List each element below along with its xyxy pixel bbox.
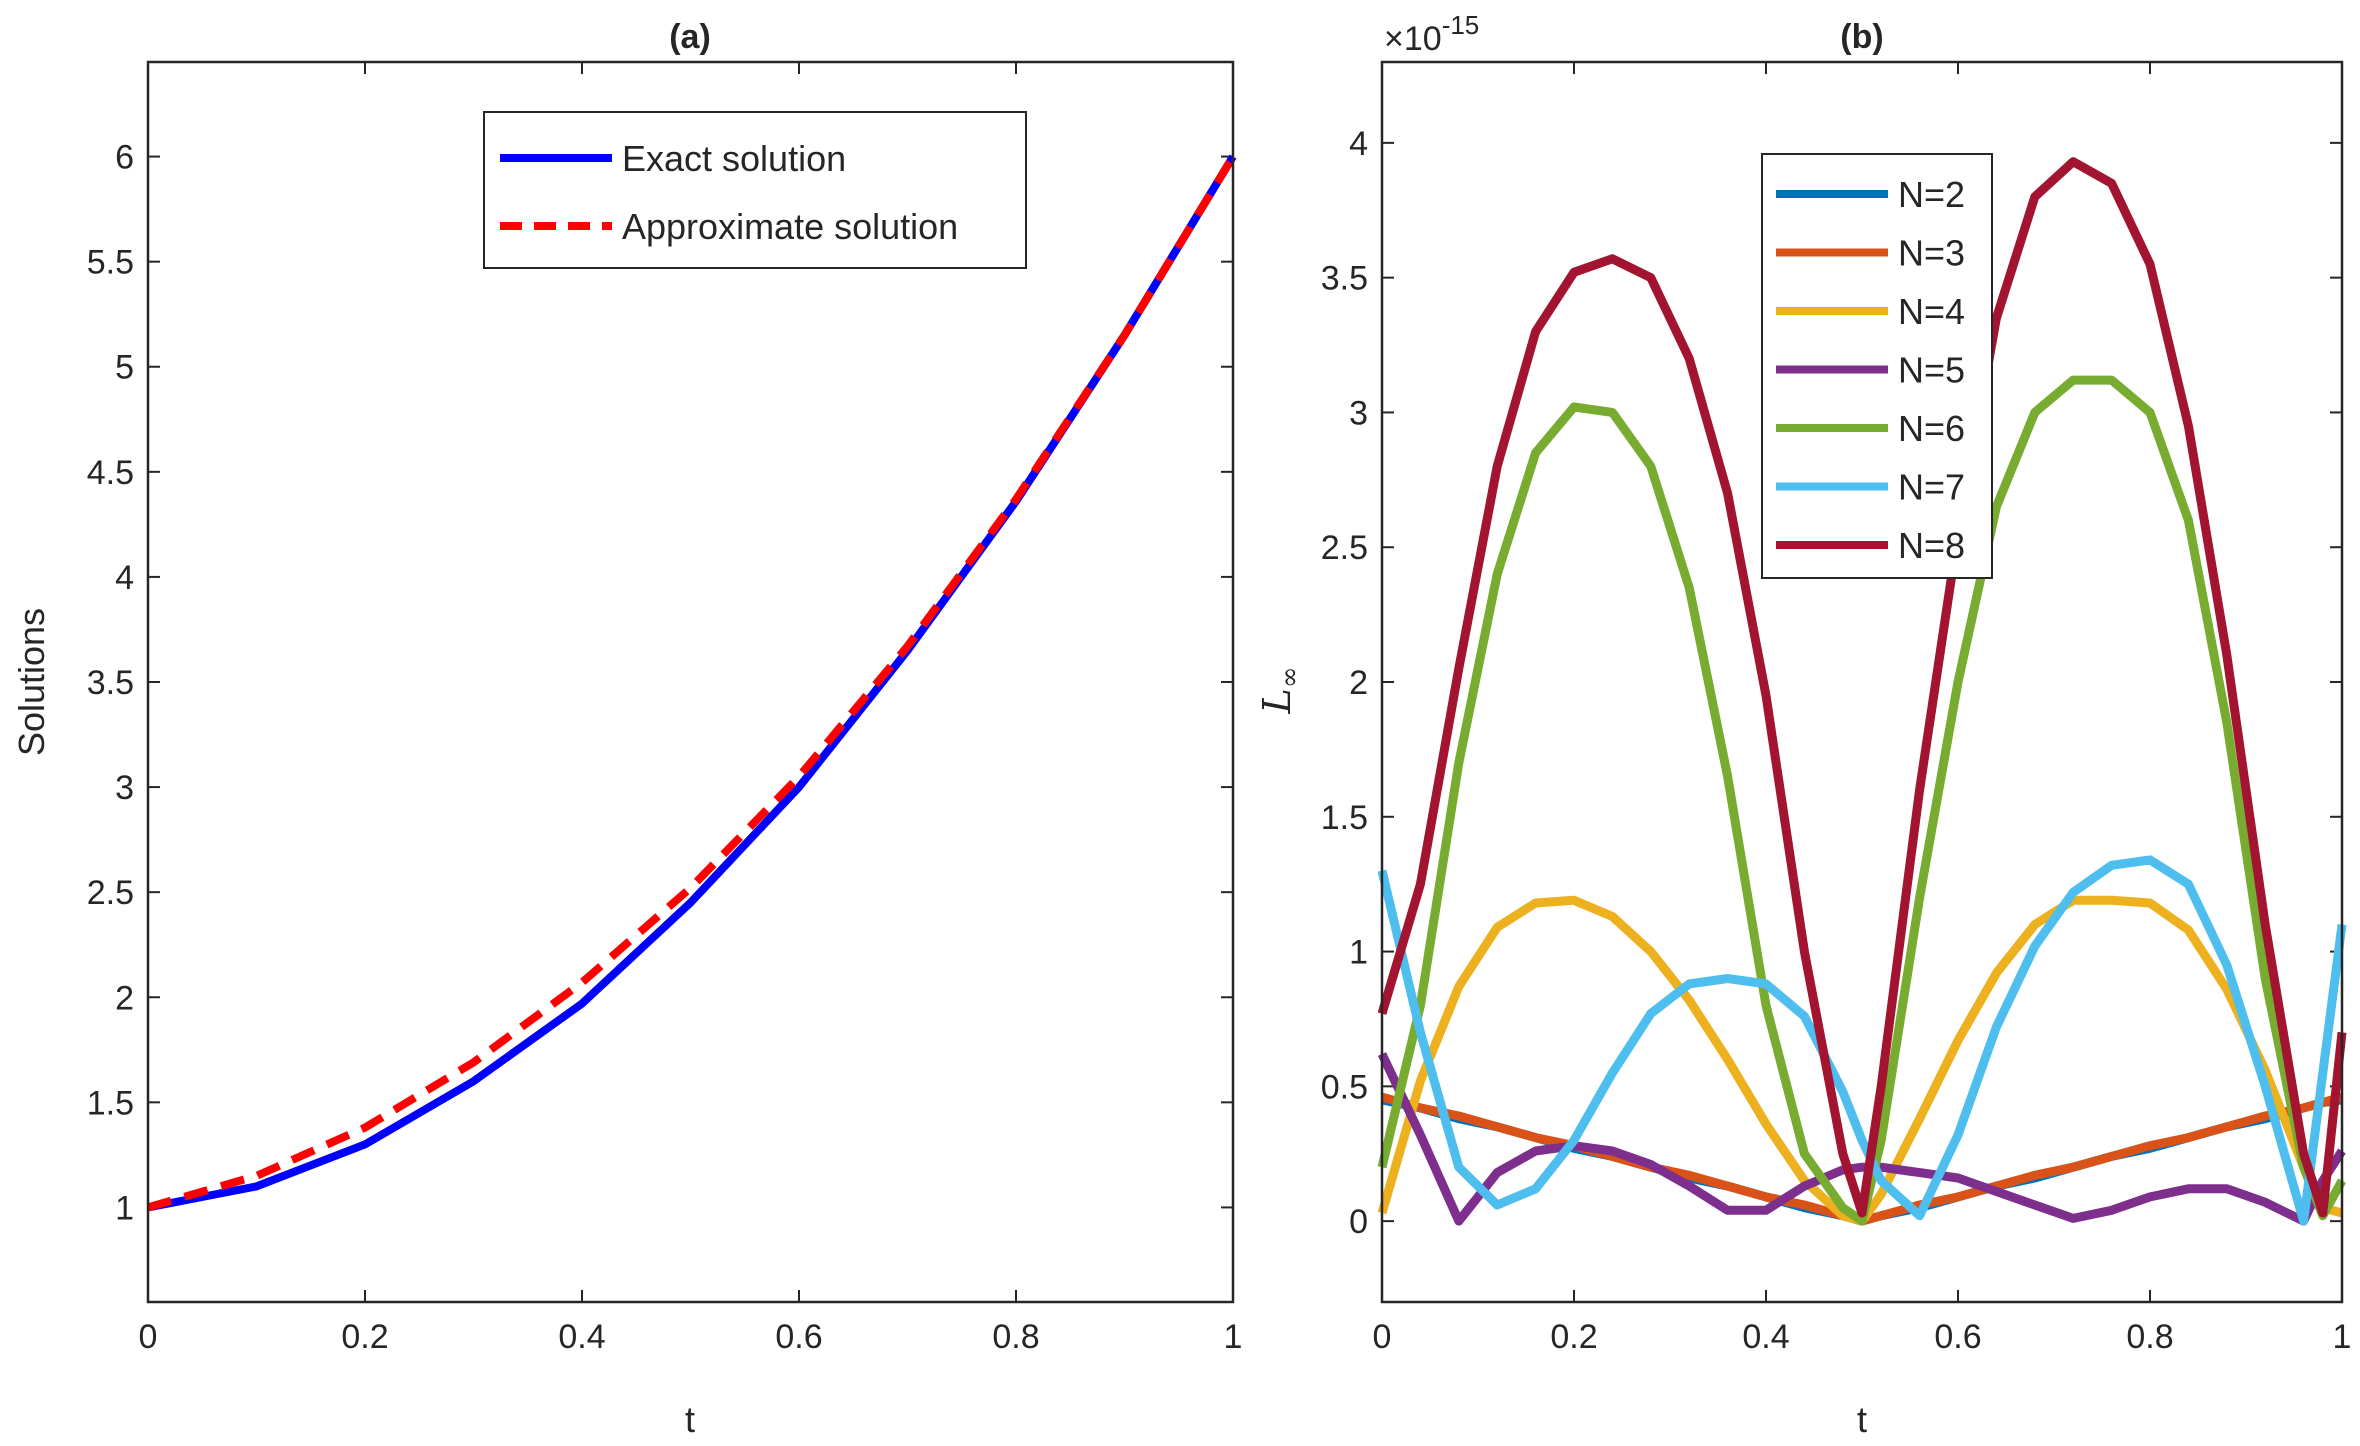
- svg-text:L∞: L∞: [1255, 667, 1305, 715]
- xtick-label-a: 0.8: [992, 1318, 1039, 1356]
- xtick-label-b: 0.8: [2126, 1318, 2173, 1356]
- legend-label-n-4: N=4: [1898, 291, 1965, 332]
- legend-box-a: [483, 111, 1027, 269]
- title-a: (a): [669, 18, 711, 56]
- ytick-label-a: 6: [115, 139, 134, 177]
- ylabel-b-sub: ∞: [1275, 667, 1305, 689]
- ytick-label-a: 5: [115, 349, 134, 387]
- axes-box-b: [1380, 60, 2344, 1304]
- a-series-lines: [146, 154, 1237, 1212]
- xtick-label-b: 0.2: [1550, 1318, 1597, 1356]
- legend-label-n-8: N=8: [1898, 525, 1965, 566]
- ytick-label-a: 4.5: [87, 454, 134, 492]
- legend-b: N=2 N=3 N=4 N=5 N=6 N=7 N=8: [1761, 153, 1993, 579]
- title-b: (b): [1840, 18, 1883, 56]
- xlabel-a: t: [685, 1399, 695, 1440]
- ytick-label-a: 4: [115, 559, 134, 597]
- ylabel-b-main: L: [1255, 688, 1299, 714]
- b-series-lines: [1377, 157, 2347, 1226]
- ylabel-b: L∞: [1255, 667, 1305, 715]
- panel-a: 0 0.2 0.4 0.6 0.8 111.522.533.544.555.56 (a) …: [11, 18, 1242, 1440]
- series-line-b-n-4: [1377, 895, 2344, 1226]
- series-line-b-n-8: [1377, 157, 2347, 1218]
- ytick-label-a: 2.5: [87, 874, 134, 912]
- exponent-label-b: ×10-15: [1384, 10, 1479, 58]
- xlabel-b: t: [1857, 1399, 1867, 1440]
- ytick-label-a: 1.5: [87, 1084, 134, 1122]
- series-line-b-n-6: [1377, 375, 2346, 1226]
- ytick-label-b: 2: [1349, 664, 1368, 702]
- ytick-label-b: 1: [1349, 934, 1368, 972]
- xtick-label-b: 0.6: [1934, 1318, 1981, 1356]
- ytick-label-b: 0.5: [1321, 1068, 1368, 1106]
- legend-label-n-7: N=7: [1898, 467, 1965, 508]
- legend-label-approx: Approximate solution: [622, 206, 958, 247]
- axes-box-a: [146, 60, 1235, 1304]
- xtick-label-a: 0.2: [341, 1318, 388, 1356]
- series-line-b-n-3: [1380, 1092, 2344, 1226]
- ylabel-a: Solutions: [11, 608, 52, 756]
- xtick-label-a: 0.6: [775, 1318, 822, 1356]
- legend-label-n-3: N=3: [1898, 233, 1965, 274]
- legend-label-exact: Exact solution: [622, 138, 846, 179]
- legend-label-n-2: N=2: [1898, 174, 1965, 215]
- ytick-label-a: 2: [115, 979, 134, 1017]
- b-ticks: 0 0.2 0.4 0.6 0.8 1 0 0.5 1 1.5 2 2.5 3 3.5 4: [1321, 62, 2352, 1356]
- xtick-label-a: 0: [139, 1318, 158, 1356]
- ytick-label-b: 1.5: [1321, 799, 1368, 837]
- ytick-label-b: 2.5: [1321, 529, 1368, 567]
- ytick-label-b: 3: [1349, 394, 1368, 432]
- legend-label-n-5: N=5: [1898, 350, 1965, 391]
- ytick-label-b: 0: [1349, 1203, 1368, 1241]
- ytick-label-b: 4: [1349, 125, 1368, 163]
- legend-a: Exact solution Approximate solution: [483, 111, 1027, 269]
- ytick-label-a: 1: [115, 1189, 134, 1227]
- panel-b: 0 0.2 0.4 0.6 0.8 1 0 0.5 1 1.5 2 2.5 3 3.5 4 (b) t L∞…: [1255, 10, 2351, 1440]
- xtick-label-b: 0.4: [1742, 1318, 1789, 1356]
- xtick-label-a: 1: [1224, 1318, 1243, 1356]
- exponent-power: -15: [1442, 10, 1480, 40]
- xtick-label-a: 0.4: [558, 1318, 605, 1356]
- exponent-base: ×10: [1384, 20, 1442, 58]
- series-line-a-exact-solution: [147, 154, 1237, 1212]
- ytick-label-b: 3.5: [1321, 260, 1368, 298]
- legend-label-n-6: N=6: [1898, 408, 1965, 449]
- ytick-label-a: 5.5: [87, 244, 134, 282]
- xtick-label-b: 0: [1373, 1318, 1392, 1356]
- xtick-label-b: 1: [2333, 1318, 2352, 1356]
- a-ticks: 0 0.2 0.4 0.6 0.8 1 1 1.5 2 2.5 3 3.5 4 4.5 5 5.5 6: [87, 62, 1243, 1356]
- series-line-a-approximate-solution: [146, 154, 1237, 1212]
- ytick-label-a: 3: [115, 769, 134, 807]
- ytick-label-a: 3.5: [87, 664, 134, 702]
